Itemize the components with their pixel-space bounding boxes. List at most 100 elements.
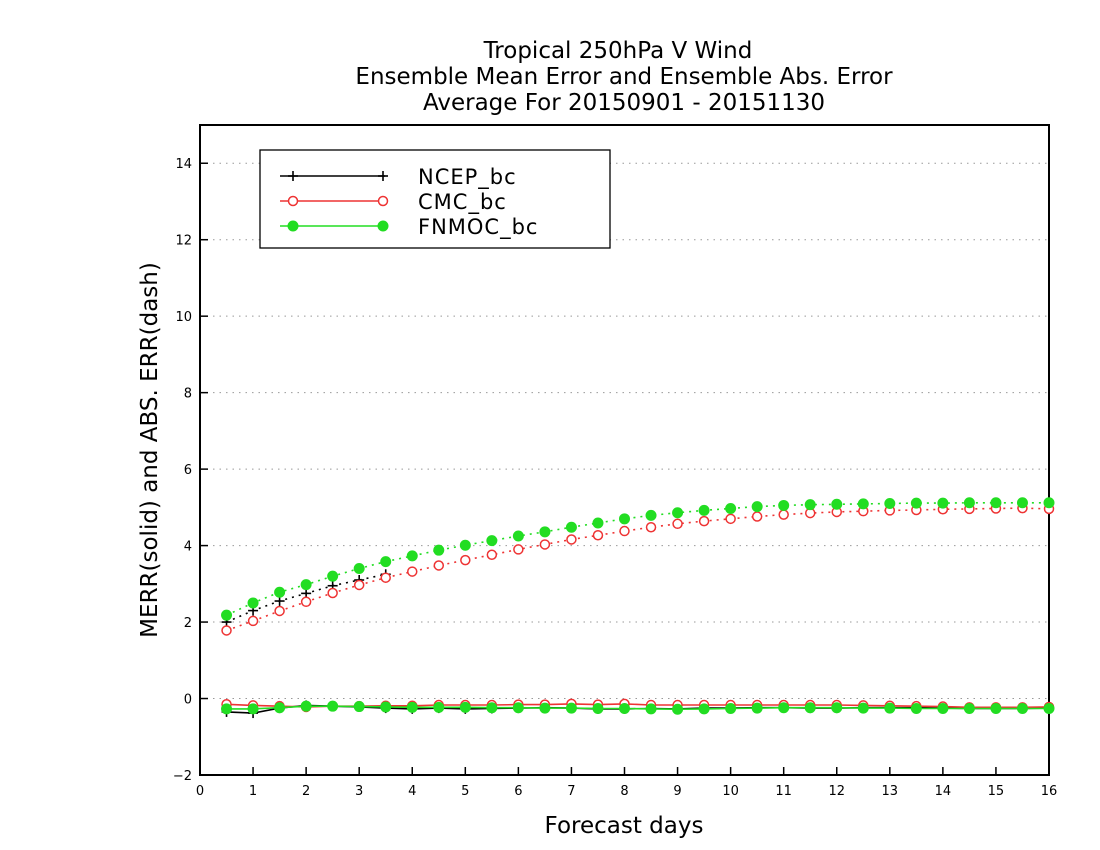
mean-error-point (433, 701, 445, 713)
abs-error-point (539, 539, 551, 550)
abs-error-point (221, 625, 232, 636)
mean-error-point (459, 701, 471, 713)
x-tick-label: 8 (620, 784, 628, 799)
abs-error-point (274, 605, 285, 617)
series-fnmoc-bc (221, 497, 1055, 715)
mean-error-point (910, 702, 922, 714)
abs-error-point (539, 526, 551, 538)
mean-error-point (831, 702, 843, 714)
chart-title-line-2: Ensemble Mean Error and Ensemble Abs. Er… (355, 64, 893, 90)
legend-marker (287, 220, 299, 232)
legend-marker (287, 195, 299, 207)
abs-error-point (247, 615, 259, 627)
y-tick-label: 8 (184, 387, 192, 402)
abs-error-point (486, 535, 498, 547)
abs-error-point (778, 499, 790, 511)
abs-error-point (804, 499, 816, 511)
abs-error-point (512, 530, 524, 542)
abs-error-point (672, 507, 684, 519)
abs-error-point (937, 497, 949, 509)
mean-error-point (725, 702, 737, 714)
abs-error-point (433, 560, 445, 571)
abs-error-point (300, 596, 312, 608)
abs-error-point (433, 544, 445, 556)
abs-error-point (751, 501, 763, 513)
mean-error-point (247, 703, 259, 715)
x-tick-label: 12 (828, 784, 845, 799)
abs-error-point (698, 504, 710, 516)
mean-error-point (804, 702, 816, 714)
chart-title-line-3: Average For 20150901 - 20151130 (423, 90, 825, 116)
abs-error-point (221, 609, 233, 621)
y-tick-label: 6 (184, 463, 192, 478)
abs-error-point (566, 534, 577, 545)
series-ncep-bc (221, 569, 1054, 719)
legend-entry: CMC_bc (280, 190, 507, 215)
y-tick-label: −2 (173, 769, 192, 784)
x-axis-label: Forecast days (545, 813, 704, 839)
abs-error-point (460, 554, 471, 566)
legend-label: NCEP_bc (418, 165, 517, 190)
mean-error-point (990, 702, 1002, 714)
x-tick-label: 14 (935, 784, 952, 799)
abs-error-point (990, 497, 1002, 509)
abs-error-point (486, 549, 498, 561)
abs-error-line (226, 507, 1050, 632)
abs-error-point (327, 570, 339, 582)
x-tick-label: 4 (408, 784, 416, 799)
mean-error-point (221, 703, 233, 715)
abs-error-point (672, 518, 683, 530)
y-tick-label: 0 (184, 693, 192, 708)
mean-error-point (672, 703, 684, 715)
mean-error-point (1016, 702, 1028, 714)
mean-error-point (857, 702, 869, 714)
mean-error-point (592, 702, 604, 714)
abs-error-point (565, 521, 577, 533)
abs-error-point (857, 498, 869, 510)
mean-error-point (353, 701, 365, 713)
abs-error-point (619, 525, 630, 537)
chart-title-line-1: Tropical 250hPa V Wind (483, 38, 753, 64)
abs-error-point (380, 556, 392, 568)
mean-error-point (486, 702, 498, 714)
mean-error-point (300, 700, 312, 712)
abs-error-point (698, 515, 710, 527)
abs-error-point (513, 544, 524, 555)
abs-error-point (247, 597, 259, 609)
abs-error-point (592, 530, 604, 541)
abs-error-point (751, 511, 763, 522)
mean-error-point (274, 702, 286, 714)
x-tick-label: 9 (673, 784, 681, 799)
mean-error-point (884, 702, 896, 714)
mean-error-point (698, 703, 710, 715)
abs-error-point (327, 587, 338, 599)
mean-error-point (937, 702, 949, 714)
x-tick-label: 10 (722, 784, 739, 799)
mean-error-point (751, 702, 763, 714)
abs-error-point (592, 517, 604, 529)
x-tick-label: 13 (882, 784, 899, 799)
series-cmc-bc (221, 502, 1055, 713)
legend-label: FNMOC_bc (418, 215, 538, 240)
legend-label: CMC_bc (418, 190, 507, 215)
abs-error-point (725, 513, 736, 525)
x-tick-label: 11 (775, 784, 792, 799)
abs-error-point (884, 498, 896, 510)
abs-error-point (619, 513, 630, 525)
abs-error-point (1043, 497, 1055, 509)
series-group (221, 497, 1055, 719)
abs-error-point (1016, 497, 1028, 509)
x-tick-label: 5 (461, 784, 469, 799)
legend-marker (378, 171, 388, 181)
abs-error-point (274, 586, 286, 598)
abs-error-point (407, 566, 418, 577)
x-tick-label: 1 (249, 784, 257, 799)
legend-marker (377, 220, 389, 232)
abs-error-point (380, 572, 391, 583)
mean-error-point (778, 702, 790, 714)
abs-error-line (226, 502, 1049, 616)
y-tick-label: 10 (175, 310, 192, 325)
mean-error-point (327, 700, 339, 712)
